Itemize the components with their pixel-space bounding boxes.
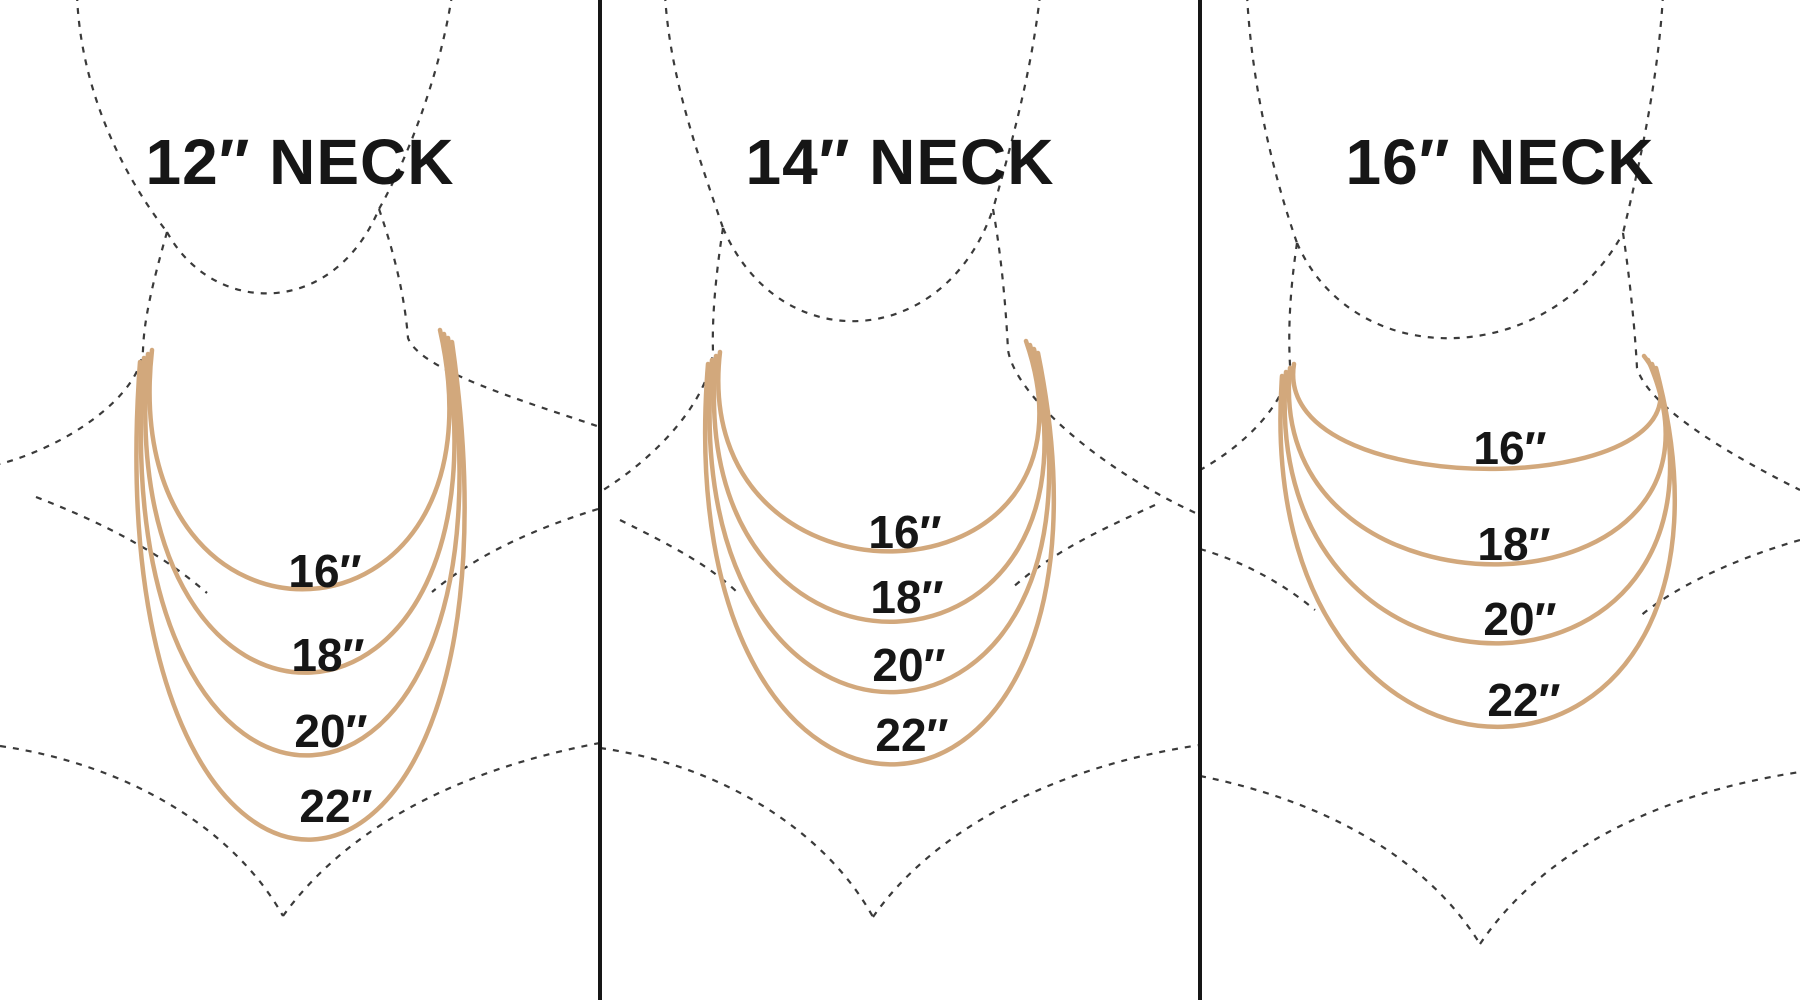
panel-divider-left <box>598 0 602 1000</box>
necklace-label-22: 22″ <box>875 709 948 761</box>
necklace-label-18: 18″ <box>1477 518 1550 570</box>
chest-left-path <box>1200 547 1316 611</box>
panel-12-figure: 12″ NECK 16″ 18″ 20″ 22″ <box>0 0 600 917</box>
necklace-16-path <box>1291 353 1663 472</box>
neck-shoulder-left-path <box>600 227 725 493</box>
necklace-16-path <box>147 327 452 592</box>
panel-12-neck: 12″ NECK 16″ 18″ 20″ 22″ <box>0 0 600 1000</box>
necklace-20-path <box>138 335 462 758</box>
necklace-20-path <box>1282 361 1673 646</box>
jaw-path <box>1295 232 1624 340</box>
panel-16-figure: 16″ NECK 16″ 18″ 20″ 22″ <box>1200 0 1800 945</box>
silhouette-outline <box>0 0 600 917</box>
necklace-label-22: 22″ <box>1487 674 1560 726</box>
silhouette-outline <box>600 0 1200 918</box>
jaw-path <box>721 208 995 323</box>
necklace-label-16: 16″ <box>288 545 361 597</box>
silhouette-outline <box>1200 0 1800 945</box>
head-left-path <box>664 0 725 229</box>
head-right-path <box>1621 0 1664 234</box>
vneck-left-path <box>1200 774 1481 945</box>
vneck-right-path <box>1479 770 1800 945</box>
necklace-label-16: 16″ <box>868 506 941 558</box>
necklace-22-path <box>1278 365 1678 730</box>
chest-right-path <box>1637 538 1800 619</box>
necklace-label-18: 18″ <box>870 571 943 623</box>
panel-title: 16″ NECK <box>1346 126 1655 198</box>
necklace-16-path <box>716 338 1042 554</box>
head-left-path <box>1246 0 1299 244</box>
vneck-right-path <box>872 743 1200 918</box>
necklace-20-path <box>707 346 1052 695</box>
necklace-label-18: 18″ <box>291 629 364 681</box>
panel-14-figure: 14″ NECK 16″ 18″ 20″ 22″ <box>600 0 1200 918</box>
vneck-right-path <box>282 741 600 917</box>
neck-shoulder-left-path <box>1200 242 1299 471</box>
head-right-path <box>991 0 1041 210</box>
neck-shoulder-right-path <box>991 208 1200 517</box>
necklace-label-20: 20″ <box>294 705 367 757</box>
necklace-chains <box>1278 353 1678 730</box>
necklace-chains <box>134 327 467 842</box>
chest-right-path <box>1011 504 1156 589</box>
chest-right-path <box>431 507 599 593</box>
panel-title: 14″ NECK <box>746 126 1055 198</box>
panel-title: 12″ NECK <box>146 126 455 198</box>
chest-left-path <box>619 519 741 596</box>
necklace-label-20: 20″ <box>1483 593 1556 645</box>
necklace-22-path <box>702 350 1057 767</box>
necklace-label-16: 16″ <box>1473 422 1546 474</box>
head-right-path <box>378 0 453 210</box>
neck-shoulder-left-path <box>0 231 169 466</box>
neck-shoulder-right-path <box>377 208 600 429</box>
necklace-label-22: 22″ <box>299 780 372 832</box>
panel-divider-right <box>1198 0 1202 1000</box>
chest-left-path <box>35 495 208 594</box>
necklace-chains <box>702 338 1057 767</box>
necklace-label-20: 20″ <box>872 639 945 691</box>
vneck-left-path <box>600 746 874 918</box>
panel-14-neck: 14″ NECK 16″ 18″ 20″ 22″ <box>600 0 1200 1000</box>
head-left-path <box>76 0 168 233</box>
panel-16-neck: 16″ NECK 16″ 18″ 20″ 22″ <box>1200 0 1800 1000</box>
necklace-18-path <box>1286 357 1668 567</box>
jaw-path <box>166 208 381 295</box>
necklace-18-path <box>711 342 1047 624</box>
necklace-22-path <box>134 339 467 842</box>
necklace-18-path <box>143 331 457 675</box>
vneck-left-path <box>0 744 284 917</box>
